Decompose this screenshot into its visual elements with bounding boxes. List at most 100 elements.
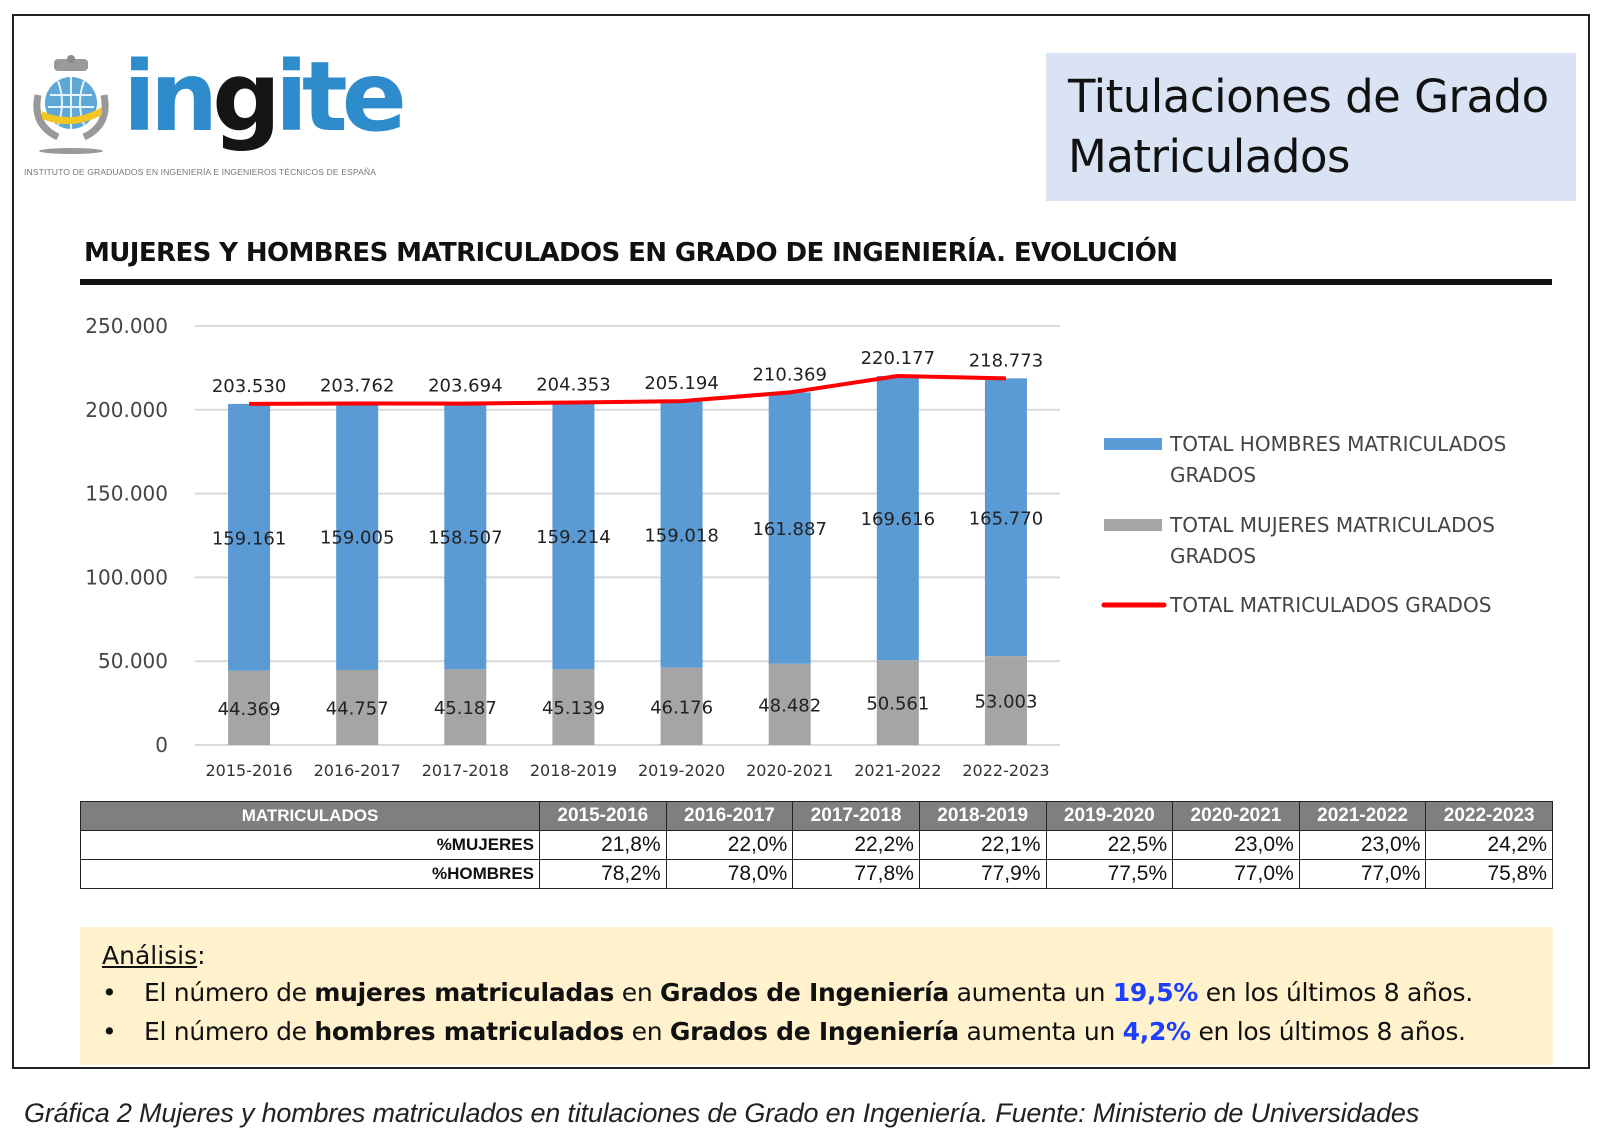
legend-bar-swatch [1104, 519, 1162, 531]
chart-legend: TOTAL HOMBRES MATRICULADOS GRADOS TOTAL MU… [1101, 432, 1506, 617]
bar-mujeres [336, 669, 379, 745]
analysis-heading: Análisis: [102, 941, 206, 970]
x-tick-label: 2017-2018 [422, 761, 509, 780]
row-label: %HOMBRES [80, 859, 540, 889]
data-label-total: 203.530 [212, 376, 286, 397]
table-column-header: 2022-2023 [1425, 801, 1553, 831]
legend-label: TOTAL MUJERES MATRICULADOS [1169, 513, 1495, 537]
table-column-header: 2018-2019 [918, 801, 1047, 831]
x-axis-ticks: 2015-2016 2016-2017 2017-2018 2018-2019 2019… [205, 761, 1049, 780]
table-column-header: 2016-2017 [665, 801, 794, 831]
table-column-header: 2017-2018 [792, 801, 920, 831]
data-label-hombres: 159.161 [212, 528, 286, 549]
data-label-total: 218.773 [969, 350, 1043, 371]
table-cell: 23,0% [1172, 830, 1300, 860]
x-tick-label: 2020-2021 [746, 761, 833, 780]
x-tick-label: 2019-2020 [638, 761, 725, 780]
data-label-total: 204.353 [536, 375, 610, 396]
bar-mujeres [444, 669, 487, 745]
table-cell: 23,0% [1298, 830, 1427, 860]
bar-mujeres [552, 669, 595, 745]
table-column-header: 2021-2022 [1298, 801, 1427, 831]
table-cell: 22,1% [918, 830, 1047, 860]
data-label-hombres: 165.770 [969, 508, 1043, 529]
bar-mujeres [876, 660, 919, 745]
table-cell: 21,8% [539, 830, 667, 860]
data-label-mujeres: 50.561 [866, 694, 929, 715]
data-label-hombres: 159.018 [644, 525, 718, 546]
bar-hombres [984, 378, 1027, 657]
bar-hombres [228, 403, 271, 671]
data-label-hombres: 169.616 [861, 509, 935, 530]
bar-hombres [768, 392, 811, 664]
ingite-logo: ingite INSTITUTO DE GRADUADOS EN INGENIE… [24, 49, 438, 185]
table-header-row: MATRICULADOS 2015-2016 2016-2017 2017-20… [80, 801, 1553, 831]
legend-label-cont: GRADOS [1170, 463, 1256, 487]
data-label-mujeres: 48.482 [758, 695, 821, 716]
table-cell: 75,8% [1425, 859, 1553, 889]
bullet-icon: • [102, 978, 117, 1007]
bars [228, 375, 1027, 745]
data-label-total: 205.194 [644, 373, 718, 394]
data-labels: 44.369 159.161 203.530 44.757 159.005 203.762… [212, 348, 1043, 720]
data-label-total: 203.762 [320, 375, 394, 396]
legend-label-cont: GRADOS [1170, 544, 1256, 568]
crest-icon [33, 55, 109, 154]
bar-mujeres [768, 663, 811, 745]
table-column-header: 2019-2020 [1045, 801, 1174, 831]
data-label-hombres: 158.507 [428, 527, 502, 548]
analysis-item: • El número de hombres matriculados en Gr… [102, 1012, 1553, 1051]
bar-hombres [660, 401, 703, 668]
bar-mujeres [660, 667, 703, 745]
data-label-mujeres: 45.187 [434, 698, 497, 719]
stacked-bar-chart: 0 50.000 100.000 150.000 200.000 250.000 44.3… [85, 314, 1506, 780]
y-tick-label: 100.000 [85, 565, 168, 589]
data-label-mujeres: 45.139 [542, 698, 605, 719]
table-cell: 77,0% [1172, 859, 1300, 889]
data-label-hombres: 161.887 [752, 519, 826, 540]
data-label-mujeres: 44.369 [218, 699, 281, 720]
bar-mujeres [984, 656, 1027, 745]
table-cell: 77,5% [1045, 859, 1174, 889]
logo-wordmark: ingite [123, 41, 407, 153]
table-cell: 77,8% [792, 859, 920, 889]
y-tick-label: 200.000 [85, 398, 168, 422]
x-tick-label: 2021-2022 [854, 761, 941, 780]
table-cell: 77,9% [918, 859, 1047, 889]
y-axis-ticks: 0 50.000 100.000 150.000 200.000 250.000 [85, 314, 168, 757]
y-tick-label: 150.000 [85, 482, 168, 506]
logo-subtitle: INSTITUTO DE GRADUADOS EN INGENIERÍA E I… [24, 167, 377, 177]
x-tick-label: 2022-2023 [962, 761, 1049, 780]
x-tick-label: 2016-2017 [314, 761, 401, 780]
analysis-item: • El número de mujeres matriculadas en Gr… [102, 973, 1553, 1012]
bar-hombres [444, 403, 487, 670]
highlight-value: 4,2% [1122, 1017, 1191, 1046]
page-title-box: Titulaciones de Grado Matriculados [1046, 53, 1576, 201]
table-cell: 22,2% [792, 830, 920, 860]
bar-hombres [876, 375, 919, 661]
total-series-line [249, 373, 1006, 406]
table-row: %MUJERES 21,8% 22,0% 22,2% 22,1% 22,5% 2… [80, 830, 1553, 860]
table-cell: 22,5% [1045, 830, 1174, 860]
table-cell: 22,0% [665, 830, 794, 860]
data-label-hombres: 159.214 [536, 527, 610, 548]
data-label-mujeres: 44.757 [326, 698, 389, 719]
bar-hombres [336, 403, 379, 670]
table-header-label: MATRICULADOS [80, 801, 540, 831]
bar-mujeres [228, 670, 271, 745]
table-cell: 24,2% [1425, 830, 1553, 860]
table-cell: 78,0% [665, 859, 794, 889]
legend-label: TOTAL MATRICULADOS GRADOS [1169, 593, 1491, 617]
data-label-total: 210.369 [752, 364, 826, 385]
table-row: %HOMBRES 78,2% 78,0% 77,8% 77,9% 77,5% 7… [80, 859, 1553, 889]
data-label-total: 203.694 [428, 376, 502, 397]
bullet-icon: • [102, 1017, 117, 1046]
highlight-value: 19,5% [1112, 978, 1199, 1007]
data-label-mujeres: 53.003 [974, 692, 1037, 713]
data-label-total: 220.177 [861, 348, 935, 369]
table-column-header: 2015-2016 [539, 801, 667, 831]
y-tick-label: 50.000 [98, 649, 168, 673]
data-label-mujeres: 46.176 [650, 697, 713, 718]
page-title-line-2: Matriculados [1068, 130, 1350, 183]
section-title: MUJERES Y HOMBRES MATRICULADOS EN GRADO … [84, 238, 1178, 268]
